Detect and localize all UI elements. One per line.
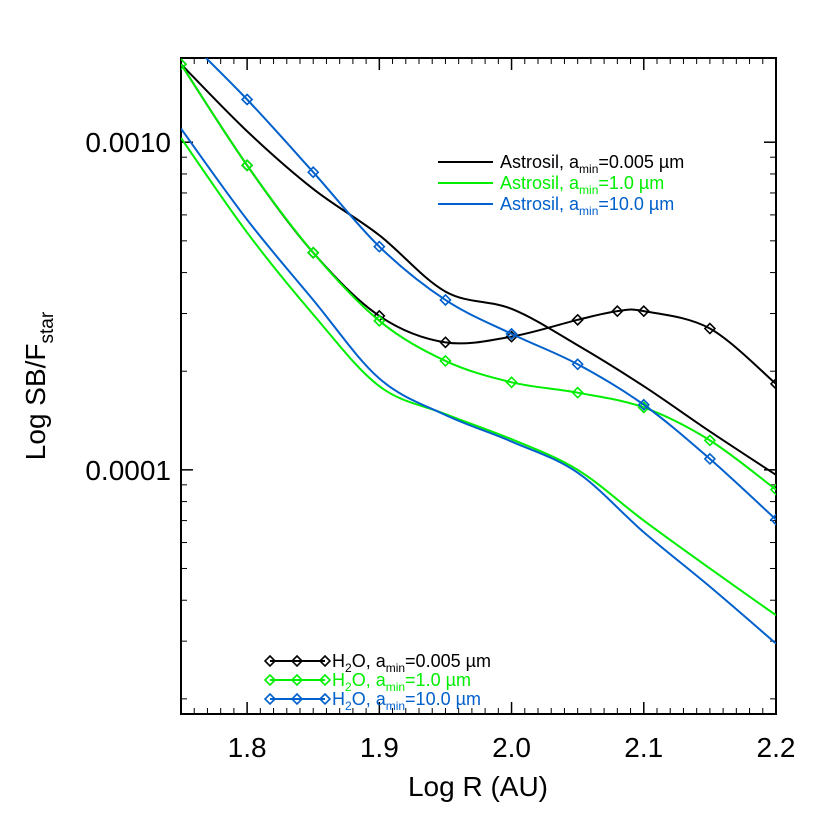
data-point-h2o_10 [439,293,452,307]
data-point-h2o_1 [439,354,452,368]
series-astrosil_10 [181,128,776,645]
data-point-h2o_1 [373,314,386,327]
x-tick-label: 1.9 [360,732,399,763]
legend-h2o-entry-0: H2O, amin=0.005 µm [263,651,491,675]
series-line-astrosil_10 [181,128,776,645]
data-point-h2o_0005 [611,305,624,318]
series-astrosil_0005 [181,63,776,476]
data-point-h2o_10 [176,28,186,38]
legend-astrosil-entry-1-label: Astrosil, amin=1.0 µm [500,173,664,197]
y-tick-label: 0.0010 [85,127,171,158]
legend-h2o-entry-1-label: H2O, amin=1.0 µm [332,670,471,694]
legend-h2o-entry-0-marker [263,654,277,668]
data-point-h2o_1 [703,434,717,447]
series-layer [176,28,776,645]
legend-h2o-entry-1-marker [290,673,304,687]
series-h2o_10 [176,28,776,526]
legend-h2o-entry-0-marker [290,654,304,668]
legend-h2o-entry-0-marker [318,654,332,668]
series-line-h2o_10 [204,58,776,521]
legend-astrosil-entry-2-label: Astrosil, amin=10.0 µm [500,194,674,218]
series-h2o_1 [181,58,776,496]
data-point-h2o_0005 [769,377,776,390]
y-axis-title-main: Log SB/F [20,343,51,460]
series-h2o_0005 [181,58,776,390]
data-point-h2o_10 [307,166,320,179]
legend-astrosil-entry-2: Astrosil, amin=10.0 µm [438,194,674,218]
data-point-h2o_1 [307,246,320,259]
series-line-astrosil_1 [181,137,776,617]
legend-h2o-entry-2-marker [318,692,332,706]
series-line-h2o_1 [181,63,776,491]
data-point-h2o_0005 [703,322,717,335]
legend-h2o-entry-1-marker [318,673,332,687]
x-tick-label: 2.0 [492,732,531,763]
y-axis-title-sub: star [37,311,58,343]
y-tick-label: 0.0001 [85,455,171,486]
data-point-h2o_10 [571,358,584,371]
legend-h2o-entry-2-label: H2O, amin=10.0 µm [332,689,481,713]
legend-h2o-entry-1-marker [263,673,277,687]
legend-h2o-entry-2-marker [263,692,277,706]
data-point-h2o_10 [637,398,650,411]
data-point-h2o_1 [181,58,188,71]
legend-h2o-entry-0-label: H2O, amin=0.005 µm [332,651,491,675]
data-point-h2o_0005 [571,313,584,326]
data-point-h2o_0005 [439,336,452,349]
x-tick-label: 2.1 [624,732,663,763]
plot-frame [180,57,777,715]
data-point-h2o_1 [769,483,776,496]
legend-astrosil-entry-0-label: Astrosil, amin=0.005 µm [500,152,684,176]
data-point-h2o_1 [571,386,584,399]
data-point-h2o_10 [505,327,518,341]
legend-astrosil-entry-0: Astrosil, amin=0.005 µm [438,152,684,176]
legend-h2o-entry-1: H2O, amin=1.0 µm [263,670,471,694]
tick-labels: 1.8 1.9 2.0 2.1 2.2 0.0010 0.0001 [85,127,795,763]
y-axis-title: Log SB/Fstar [20,311,58,460]
legend-h2o-entry-2: H2O, amin=10.0 µm [263,689,481,713]
data-point-h2o_10 [703,452,717,466]
x-tick-label: 2.2 [757,732,796,763]
axis-ticks [181,58,777,714]
series-line-h2o_0005 [181,63,776,385]
data-point-h2o_10 [240,93,254,106]
data-point-h2o_10 [769,513,776,526]
x-tick-label: 1.8 [228,732,267,763]
legend-h2o-entry-2-marker [290,692,304,706]
data-point-h2o_1 [240,159,254,172]
x-axis-title: Log R (AU) [408,771,548,802]
legend-astrosil-entry-1: Astrosil, amin=1.0 µm [438,173,664,197]
series-astrosil_1 [181,137,776,617]
data-point-h2o_0005 [637,305,650,318]
data-point-h2o_1 [505,376,518,389]
data-point-h2o_10 [373,240,386,253]
series-line-astrosil_0005 [181,63,776,476]
